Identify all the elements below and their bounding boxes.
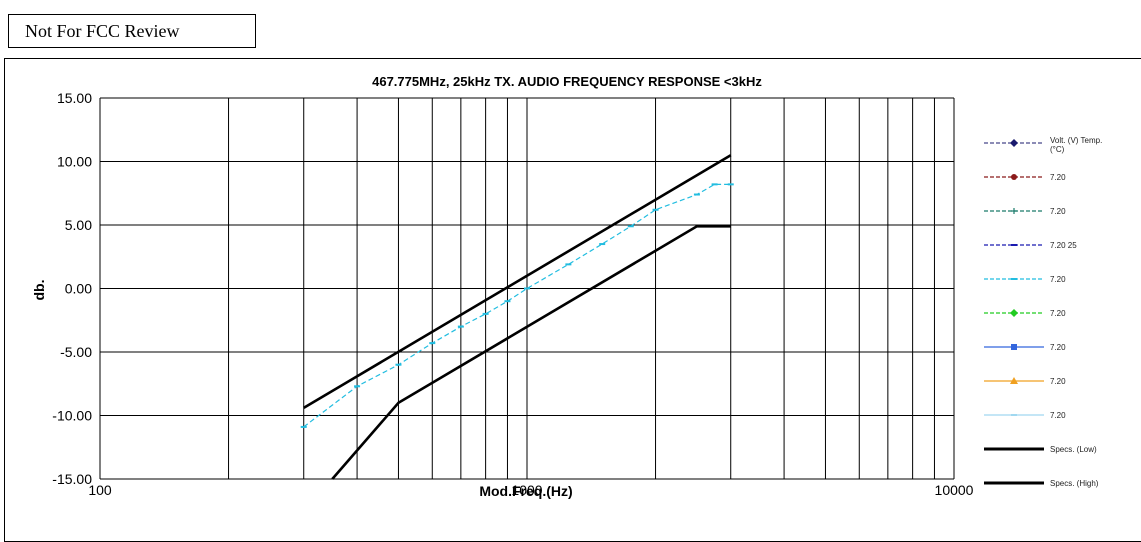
legend-entry: 7.20 <box>1050 275 1066 284</box>
marker-dash <box>429 342 436 345</box>
legend-entry: 7.20 <box>1050 207 1066 216</box>
legend-entry: 7.20 <box>1050 411 1066 420</box>
series-9 <box>303 154 732 410</box>
marker-dash <box>395 363 402 366</box>
series-line <box>303 183 731 428</box>
marker-dash <box>1011 414 1017 416</box>
marker-dash <box>524 287 530 290</box>
y-tick-label: 5.00 <box>65 217 92 233</box>
legend-entry: 7.20 25 <box>1050 241 1077 250</box>
x-tick-label: 1000 <box>511 482 542 498</box>
x-axis-label: Mod.Freq.(Hz) <box>479 483 572 499</box>
legend-entry: Specs. (Low) <box>1050 445 1097 454</box>
marker-dash <box>354 385 361 388</box>
marker-dash <box>1011 278 1017 280</box>
y-tick-label: -5.00 <box>60 344 92 360</box>
legend-entry: 7.20 <box>1050 309 1066 318</box>
marker-dash <box>711 183 718 186</box>
marker-dash <box>727 183 734 186</box>
legend-entry: 7.20 <box>1050 377 1066 386</box>
marker-diamond <box>1010 309 1018 317</box>
x-tick-label: 100 <box>88 482 112 498</box>
marker-dash <box>482 312 489 315</box>
chart-title: 467.775MHz, 25kHz TX. AUDIO FREQUENCY RE… <box>372 74 762 89</box>
marker-dash <box>1011 244 1017 246</box>
y-tick-label: -10.00 <box>52 408 92 424</box>
legend-header-line: (°C) <box>1050 145 1065 154</box>
marker-diamond <box>1010 139 1018 147</box>
y-axis-label: db. <box>31 280 47 301</box>
series-8 <box>331 225 731 480</box>
series-layer <box>300 154 734 480</box>
x-tick-label: 10000 <box>935 482 974 498</box>
legend: Volt. (V) Temp. (°C) 7.20 7.20 7.20 25 7.20 7… <box>984 136 1102 488</box>
legend-entry: Specs. (High) <box>1050 479 1099 488</box>
y-tick-label: -15.00 <box>52 471 92 487</box>
review-stamp: Not For FCC Review <box>8 14 256 48</box>
marker-dash <box>457 325 464 328</box>
legend-header-line: Volt. (V) Temp. <box>1050 136 1102 145</box>
y-tick-label: 10.00 <box>57 154 92 170</box>
marker-dash <box>300 425 307 428</box>
marker-dash <box>504 300 511 303</box>
marker-dash <box>652 208 659 211</box>
marker-circle <box>1011 174 1017 180</box>
marker-dash <box>693 193 700 196</box>
marker-square <box>1011 344 1017 350</box>
legend-header: Volt. (V) Temp. (°C) <box>1050 136 1102 154</box>
series-line <box>303 154 732 410</box>
plot-grid <box>99 97 955 480</box>
marker-dash <box>565 263 572 266</box>
series-line <box>331 225 731 480</box>
series-3 <box>300 183 734 428</box>
marker-triangle <box>1010 377 1018 384</box>
marker-dash <box>599 243 606 246</box>
legend-entry: 7.20 <box>1050 173 1066 182</box>
legend-entry: 7.20 <box>1050 343 1066 352</box>
y-tick-label: 0.00 <box>65 281 92 297</box>
marker-dash <box>627 225 634 228</box>
y-tick-label: 15.00 <box>57 90 92 106</box>
